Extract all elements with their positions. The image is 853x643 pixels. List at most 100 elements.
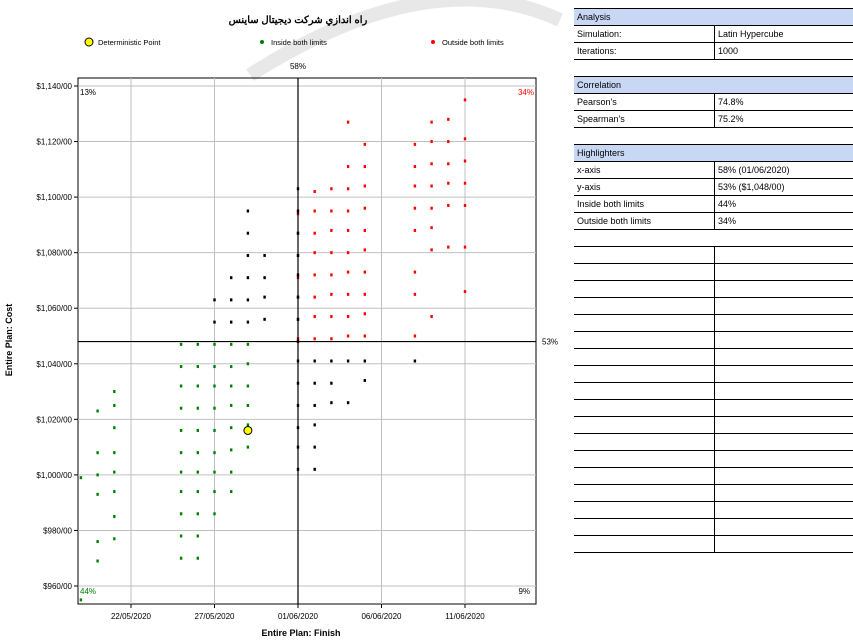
empty-row xyxy=(574,451,853,468)
data-point xyxy=(246,320,250,324)
data-point xyxy=(246,362,250,366)
spacer-row xyxy=(574,60,853,77)
data-point xyxy=(246,253,250,257)
y-tick-label: $1,080/00 xyxy=(36,249,72,258)
stat-value: 53% ($1,048/00) xyxy=(718,182,785,192)
data-points xyxy=(79,98,467,602)
data-point xyxy=(363,248,366,252)
data-point xyxy=(179,490,183,494)
data-point xyxy=(346,270,350,274)
crosshair-lines xyxy=(78,78,536,604)
stat-label: Simulation: xyxy=(574,26,715,42)
data-point xyxy=(113,515,116,519)
stat-value: 34% xyxy=(718,216,737,226)
stat-label: Spearman's xyxy=(574,111,715,127)
data-point xyxy=(246,445,250,449)
data-point xyxy=(330,187,333,191)
data-point xyxy=(196,406,199,410)
data-point xyxy=(313,337,316,341)
data-point xyxy=(230,342,233,346)
stat-label: Pearson's xyxy=(574,94,715,110)
data-point xyxy=(463,98,467,102)
data-point xyxy=(113,451,116,455)
scatter-chart: راه اندازي شرکت ديجيتال ساينس Determinis… xyxy=(4,0,563,638)
spacer-cell xyxy=(574,60,715,76)
legend-label: Outside both limits xyxy=(442,38,504,47)
y-tick-label: $1,020/00 xyxy=(36,415,72,424)
empty-cell xyxy=(574,485,715,501)
data-point xyxy=(230,470,233,474)
data-point xyxy=(179,512,183,516)
legend-marker xyxy=(431,40,435,44)
data-point xyxy=(363,228,366,232)
data-point xyxy=(196,451,199,455)
legend-label: Inside both limits xyxy=(271,38,327,47)
data-point xyxy=(113,390,116,394)
data-point xyxy=(213,428,216,432)
data-point xyxy=(113,470,116,474)
data-point xyxy=(230,365,233,369)
data-point xyxy=(179,428,183,432)
x-tick-label: 11/06/2020 xyxy=(445,612,485,621)
empty-cell xyxy=(574,400,715,416)
data-point xyxy=(413,359,417,363)
data-point xyxy=(263,295,266,299)
empty-cell xyxy=(574,281,715,297)
data-point xyxy=(213,320,216,324)
empty-cell xyxy=(574,247,715,263)
correlation-header: Correlation xyxy=(574,77,853,94)
data-point xyxy=(463,290,467,294)
legend-label: Deterministic Point xyxy=(98,38,161,47)
empty-cell xyxy=(715,434,853,450)
data-point xyxy=(179,365,183,369)
stat-row: y-axis 53% ($1,048/00) xyxy=(574,179,853,196)
data-point xyxy=(313,209,316,213)
x-axis-title: Entire Plan: Finish xyxy=(261,628,340,638)
quadrant-percent-label: 9% xyxy=(518,587,530,596)
empty-cell xyxy=(574,502,715,518)
y-axis-ticks: $960/00 $980/00 $1,000/00 $1,020/00 $1,040/0… xyxy=(36,82,78,591)
data-point xyxy=(363,378,366,382)
x-tick-label: 27/05/2020 xyxy=(194,612,235,621)
data-point xyxy=(313,423,316,427)
empty-cell xyxy=(715,281,853,297)
chart-legend: Deterministic Point Inside both limits Out… xyxy=(84,37,504,47)
data-point xyxy=(230,426,233,430)
data-point xyxy=(230,403,233,407)
data-point xyxy=(213,365,216,369)
section-title: Correlation xyxy=(577,80,622,90)
data-point xyxy=(346,165,350,169)
stat-value: 75.2% xyxy=(718,114,744,124)
quadrant-percent-label: 58% xyxy=(290,62,306,71)
data-point xyxy=(230,448,233,452)
data-point xyxy=(96,473,99,477)
empty-row xyxy=(574,468,853,485)
data-point xyxy=(330,292,333,296)
data-point xyxy=(447,181,450,185)
data-point xyxy=(413,165,417,169)
empty-cell xyxy=(715,485,853,501)
empty-cell xyxy=(715,519,853,535)
data-point xyxy=(330,337,333,341)
x-axis-ticks: 22/05/2020 27/05/2020 01/06/2020 06/06/2020… xyxy=(111,604,485,621)
empty-cell xyxy=(574,451,715,467)
y-tick-label: $980/00 xyxy=(43,526,72,535)
data-point xyxy=(263,276,266,280)
data-point xyxy=(179,534,183,538)
quadrant-percent-label: 13% xyxy=(80,88,96,97)
data-point xyxy=(213,298,216,302)
data-point xyxy=(330,381,333,385)
data-point xyxy=(430,226,433,230)
data-point xyxy=(463,137,467,141)
deterministic-point xyxy=(243,425,253,435)
data-point xyxy=(179,556,183,560)
quadrant-percent-label: 53% xyxy=(542,338,558,347)
spacer-row xyxy=(574,230,853,247)
data-point xyxy=(246,423,250,427)
empty-row xyxy=(574,247,853,264)
watermark-stroke xyxy=(246,0,563,81)
data-point xyxy=(230,320,233,324)
empty-cell xyxy=(574,383,715,399)
empty-cell xyxy=(715,315,853,331)
data-point xyxy=(113,426,116,430)
